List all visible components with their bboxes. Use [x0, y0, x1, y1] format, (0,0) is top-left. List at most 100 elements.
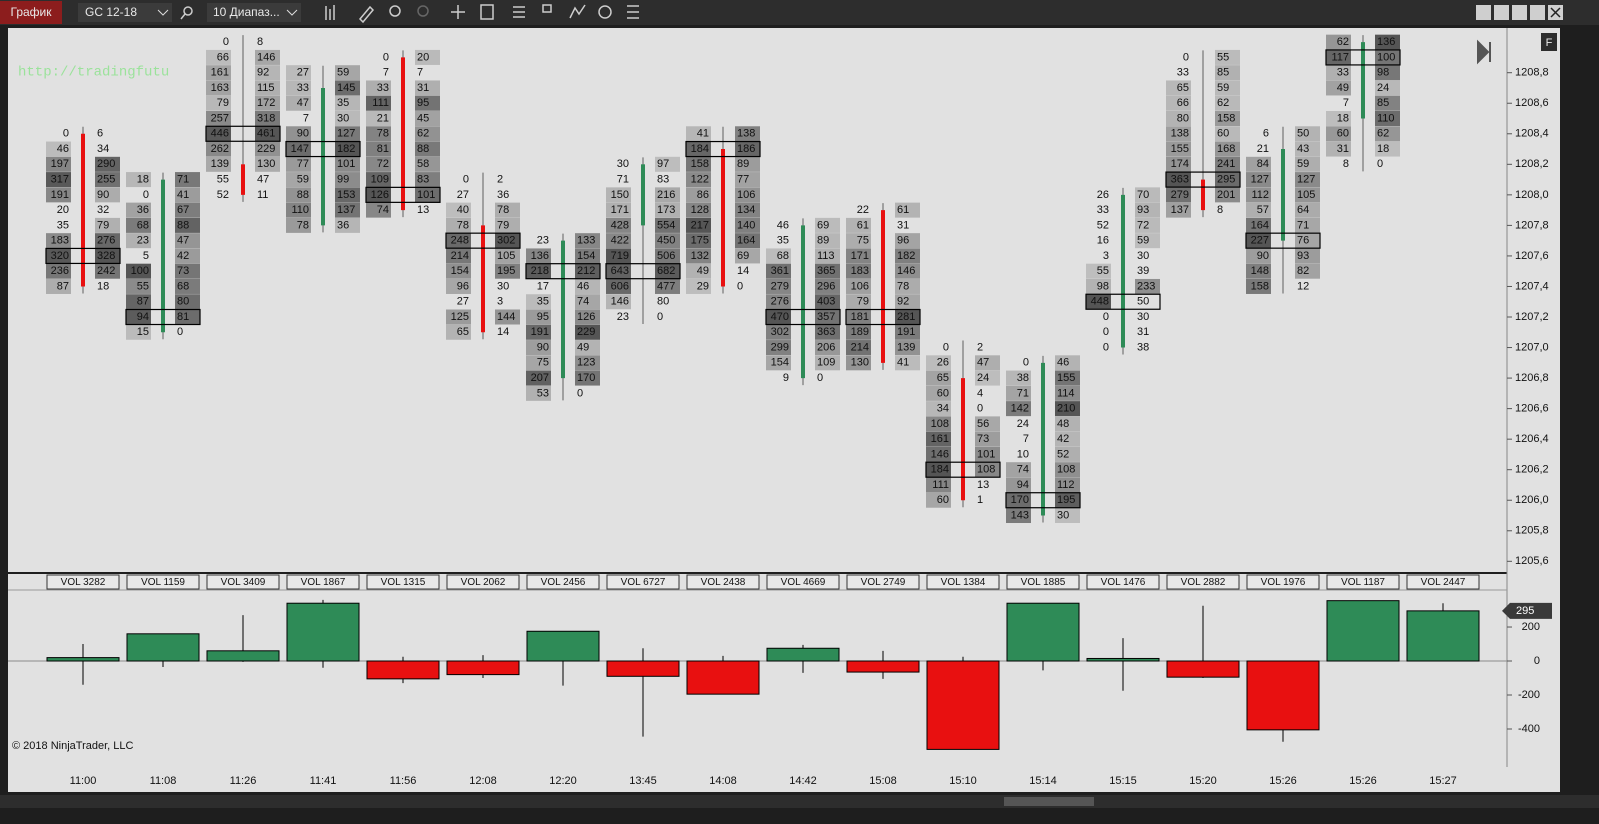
volume-label: VOL 2749 — [861, 577, 906, 588]
restore-button[interactable] — [1530, 5, 1545, 20]
zoom-out-icon[interactable] — [417, 5, 429, 17]
zoom-in-icon[interactable] — [389, 5, 401, 17]
ask-cell — [1375, 95, 1400, 111]
ask-value: 24 — [1377, 82, 1389, 94]
ask-cell — [1295, 248, 1320, 264]
ask-cell — [1215, 156, 1240, 172]
window-button[interactable] — [1494, 5, 1509, 20]
ask-value: 42 — [1057, 433, 1069, 445]
f-button[interactable] — [1541, 33, 1557, 51]
bid-cell — [1246, 202, 1271, 218]
ask-value: 67 — [177, 204, 189, 216]
ask-value: 2 — [497, 173, 503, 185]
ask-value: 295 — [1217, 173, 1235, 185]
bid-value: 90 — [1257, 250, 1269, 262]
ask-cell — [415, 49, 440, 65]
bid-value: 175 — [691, 235, 709, 247]
ask-value: 56 — [977, 418, 989, 430]
ask-value: 69 — [737, 250, 749, 262]
ask-value: 126 — [577, 311, 595, 323]
ask-value: 403 — [817, 296, 835, 308]
instrument-select[interactable] — [78, 3, 172, 22]
ask-value: 34 — [97, 143, 109, 155]
refresh-icon[interactable] — [598, 5, 612, 19]
ask-value: 32 — [97, 204, 109, 216]
ask-cell — [1135, 202, 1160, 218]
y-tick-label: 1206,0 — [1515, 494, 1549, 506]
ask-value: 229 — [577, 326, 595, 338]
poc-box — [365, 186, 441, 203]
scrollbar-thumb[interactable] — [1004, 797, 1094, 806]
strategies-icon[interactable] — [542, 4, 552, 13]
indicators-icon[interactable] — [513, 6, 525, 18]
list-icon[interactable] — [627, 5, 639, 19]
scroll-end-button[interactable] — [1477, 39, 1491, 65]
bid-cell — [446, 309, 471, 325]
ask-cell — [815, 263, 840, 279]
ask-value: 172 — [257, 97, 275, 109]
ask-value: 73 — [977, 433, 989, 445]
bid-value: 27 — [457, 189, 469, 201]
ask-cell — [415, 156, 440, 172]
ask-cell — [975, 431, 1000, 447]
search-icon[interactable] — [183, 6, 193, 16]
ask-value: 59 — [1297, 158, 1309, 170]
bid-value: 643 — [611, 265, 629, 277]
ask-cell — [815, 355, 840, 371]
bid-value: 125 — [451, 311, 469, 323]
window-button[interactable] — [1476, 5, 1491, 20]
bid-cell — [366, 111, 391, 127]
ask-cell — [175, 278, 200, 294]
x-tick-label: 15:15 — [1109, 775, 1137, 787]
ask-value: 79 — [497, 219, 509, 231]
crosshair-icon[interactable] — [451, 5, 465, 19]
ask-cell — [1055, 492, 1080, 508]
ask-value: 99 — [337, 173, 349, 185]
scrollbar[interactable] — [0, 795, 1599, 808]
bid-value: 128 — [691, 204, 709, 216]
bid-value: 33 — [297, 82, 309, 94]
bid-value: 7 — [1023, 433, 1029, 445]
time-axis — [8, 767, 1560, 792]
ask-cell — [735, 172, 760, 188]
ask-cell — [1135, 233, 1160, 249]
bid-value: 75 — [537, 357, 549, 369]
draw-icon[interactable] — [358, 5, 375, 24]
ask-cell — [1215, 111, 1240, 127]
period-select[interactable] — [207, 3, 301, 22]
minimize-button[interactable] — [1512, 5, 1527, 20]
chart-tab[interactable] — [0, 1, 62, 24]
delta-bar — [1246, 660, 1320, 731]
ask-cell — [335, 111, 360, 127]
ask-value: 50 — [1137, 296, 1149, 308]
lines-icon[interactable] — [569, 4, 586, 19]
bid-cell — [686, 217, 711, 233]
ask-cell — [1215, 95, 1240, 111]
ask-value: 137 — [337, 204, 355, 216]
bid-value: 68 — [137, 219, 149, 231]
bid-value: 214 — [851, 341, 869, 353]
properties-icon[interactable] — [480, 4, 494, 20]
bid-value: 171 — [851, 250, 869, 262]
bid-value: 138 — [1171, 128, 1189, 140]
bid-value: 320 — [51, 250, 69, 262]
bars-icon[interactable] — [325, 5, 335, 20]
ask-cell — [1055, 355, 1080, 371]
bid-cell — [446, 217, 471, 233]
period-label: 10 Диапаз... — [213, 5, 280, 19]
bid-value: 170 — [1011, 494, 1029, 506]
y-tick-label: -200 — [1518, 689, 1540, 701]
ask-value: 100 — [1377, 51, 1395, 63]
bid-cell — [686, 126, 711, 142]
volume-box — [606, 574, 680, 590]
bid-value: 74 — [377, 204, 389, 216]
ask-cell — [1295, 263, 1320, 279]
bid-value: 68 — [777, 250, 789, 262]
ask-cell — [335, 141, 360, 157]
bid-value: 174 — [1171, 158, 1189, 170]
bid-value: 94 — [1017, 479, 1029, 491]
bid-value: 62 — [1337, 36, 1349, 48]
bid-cell — [526, 324, 551, 340]
ask-cell — [655, 278, 680, 294]
tab-label: График — [11, 5, 53, 19]
